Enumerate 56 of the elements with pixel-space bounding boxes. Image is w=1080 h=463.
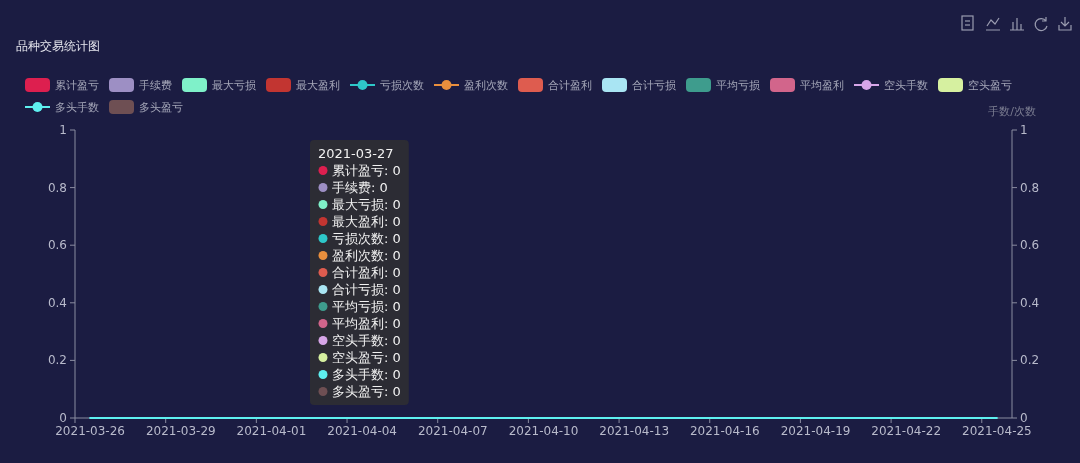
- y-tick-label: 0.4: [47, 295, 67, 310]
- y-tick-label: 0.6: [47, 238, 67, 253]
- annotation: 亏损次数: 0: [332, 231, 401, 246]
- legend-label: 多头手数: [55, 101, 99, 114]
- annotation: 多头盈亏: 0: [332, 384, 401, 399]
- axis-y2: 0 0.2 0.4 0.6 0.8 1: [1011, 123, 1040, 425]
- x-tick-label: 2021-03-29: [145, 424, 216, 438]
- x-tick-label: 2021-04-10: [508, 424, 579, 438]
- annotation: 空头手数: 0: [332, 333, 401, 348]
- legend-label: 多头盈亏: [139, 101, 183, 114]
- x-tick-label: 2021-04-22: [871, 424, 942, 438]
- annotation: 最大亏损: 0: [332, 197, 401, 212]
- annotation: 手续费: 0: [332, 180, 388, 195]
- legend-label: 盈利次数: [464, 79, 508, 92]
- y2-axis-title: 手数/次数: [988, 105, 1036, 118]
- legend-label: 亏损次数: [380, 79, 424, 92]
- y-tick-label: 0.2: [47, 353, 67, 368]
- annotation: 盈利次数: 0: [332, 248, 401, 263]
- x-tick-label: 2021-04-25: [962, 424, 1032, 438]
- y-tick-label: 0: [59, 411, 67, 425]
- legend-label: 最大亏损: [212, 79, 256, 92]
- annotation: 合计亏损: 0: [332, 282, 401, 297]
- annotation: 合计盈利: 0: [332, 265, 401, 280]
- x-tick-label: 2021-04-07: [417, 424, 488, 438]
- axis-y: 0 0.2 0.4 0.6 0.8 1: [47, 123, 76, 425]
- legend-label: 平均亏损: [716, 79, 760, 92]
- y2-tick-label: 0.2: [1020, 353, 1040, 368]
- title: 品种交易统计图: [16, 39, 100, 53]
- legend-label: 合计盈利: [548, 79, 592, 92]
- y-tick-label: 1: [59, 123, 67, 137]
- legend-label: 空头手数: [884, 79, 928, 92]
- y2-tick-label: 0: [1020, 411, 1028, 425]
- y2-tick-label: 1: [1020, 123, 1028, 137]
- x-tick-label: 2021-04-19: [780, 424, 851, 438]
- legend-label: 手续费: [139, 79, 172, 92]
- y-tick-label: 0.8: [47, 180, 67, 195]
- legend-label: 平均盈利: [800, 79, 844, 92]
- annotation: 平均盈利: 0: [332, 316, 401, 331]
- annotation: 累计盈亏: 0: [332, 163, 401, 178]
- legend-label: 合计亏损: [632, 79, 676, 92]
- legend-label: 累计盈亏: [55, 79, 99, 92]
- legend-label: 最大盈利: [296, 79, 340, 92]
- y2-tick-label: 0.6: [1020, 238, 1040, 253]
- legend-label: 空头盈亏: [968, 79, 1012, 92]
- annotation: 平均亏损: 0: [332, 299, 401, 314]
- x-tick-label: 2021-04-04: [327, 424, 398, 438]
- x-tick-label: 2021-04-16: [689, 424, 760, 438]
- x-tick-label: 2021-04-13: [599, 424, 670, 438]
- x-tick-label: 2021-03-26: [55, 424, 125, 438]
- x-tick-label: 2021-04-01: [236, 424, 307, 438]
- annotation: 2021-03-27: [318, 146, 394, 161]
- y2-tick-label: 0.8: [1020, 180, 1040, 195]
- annotation: 空头盈亏: 0: [332, 350, 401, 365]
- annotation: 最大盈利: 0: [332, 214, 401, 229]
- annotation: 多头手数: 0: [332, 367, 401, 382]
- y2-tick-label: 0.4: [1020, 295, 1040, 310]
